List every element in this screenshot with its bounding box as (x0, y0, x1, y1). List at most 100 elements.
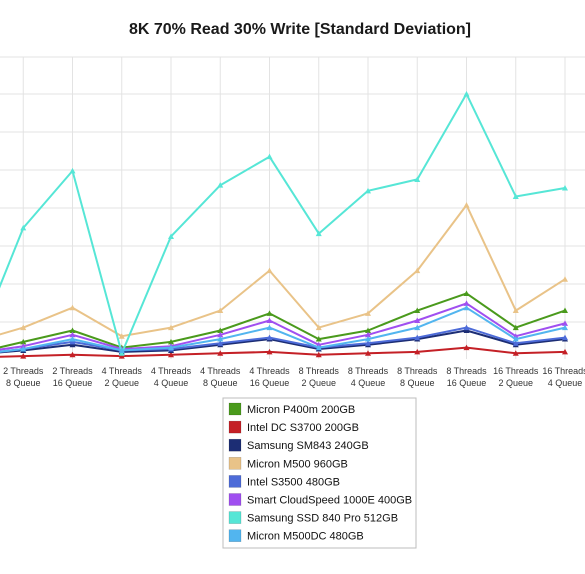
data-point (69, 351, 76, 358)
data-point (463, 290, 470, 296)
chart-title: 8K 70% Read 30% Write [Standard Deviatio… (129, 21, 471, 38)
data-point (365, 340, 371, 346)
data-point (118, 347, 125, 353)
data-point (20, 346, 27, 352)
x-tick-label-line1: 2 Threads (3, 366, 44, 376)
data-point (365, 350, 371, 356)
legend-label: Samsung SM843 240GB (247, 440, 369, 452)
x-tick-label-line2: 16 Queue (250, 378, 290, 388)
data-point (365, 336, 371, 342)
data-point (315, 351, 322, 358)
x-tick-label-line2: 2 Queue (104, 378, 139, 388)
x-tick-label-line2: 8 Queue (400, 378, 435, 388)
x-tick-label-line1: 16 Threads (493, 366, 539, 376)
legend-label: Intel DC S3700 200GB (247, 422, 359, 434)
legend-swatch (228, 457, 242, 470)
data-point (463, 304, 470, 311)
x-tick-label-line2: 4 Queue (351, 378, 386, 388)
data-point (414, 317, 421, 324)
data-point (217, 307, 224, 314)
data-point (414, 267, 421, 274)
data-point (20, 324, 27, 331)
data-point (266, 348, 273, 355)
data-point (414, 176, 421, 182)
data-point (463, 344, 470, 351)
legend-swatch (228, 438, 242, 452)
legend-label: Intel S3500 480GB (247, 476, 340, 488)
x-tick-label-line1: 8 Threads (446, 366, 487, 376)
data-point (168, 351, 174, 358)
data-point (414, 324, 421, 331)
legend-swatch (228, 493, 242, 506)
data-point (365, 327, 371, 333)
data-point (512, 350, 519, 356)
data-point (118, 350, 125, 356)
x-tick-label-line1: 2 Threads (52, 366, 93, 376)
data-point (20, 343, 27, 349)
data-point (562, 307, 568, 314)
legend-label: Micron M500DC 480GB (247, 531, 364, 543)
legend-swatch (228, 529, 242, 542)
data-point (168, 344, 174, 351)
x-tick-label-line1: 8 Threads (299, 366, 340, 376)
data-point (266, 334, 273, 341)
data-point (69, 327, 76, 333)
data-point (512, 340, 519, 346)
data-point (315, 336, 322, 342)
grid (0, 56, 585, 359)
data-point (315, 344, 322, 351)
x-tick-label-line2: 8 Queue (6, 378, 41, 388)
data-point (414, 307, 421, 314)
legend-label: Smart CloudSpeed 1000E 400GB (247, 495, 412, 507)
data-point (69, 167, 76, 174)
data-point (463, 90, 470, 97)
data-point (168, 233, 174, 239)
data-point (562, 348, 568, 355)
data-point (266, 153, 273, 160)
data-point (463, 202, 470, 208)
x-tick-label-line2: 2 Queue (498, 378, 533, 388)
data-point (217, 182, 224, 188)
legend-label: Micron P400m 200GB (247, 404, 355, 416)
data-point (315, 230, 322, 237)
x-tick-label-line1: 4 Threads (249, 366, 290, 376)
data-point (463, 300, 470, 306)
x-tick-label-line1: 16 Threads (542, 366, 585, 376)
data-point (562, 324, 568, 331)
data-point (512, 336, 519, 342)
series-line-2 (0, 346, 566, 358)
data-point (315, 341, 322, 348)
data-point (20, 338, 27, 345)
data-point (463, 327, 470, 333)
x-tick-label-line1: 4 Threads (200, 366, 241, 376)
data-point (69, 304, 76, 311)
data-point (118, 353, 125, 359)
series-line-4 (0, 204, 566, 338)
data-point (20, 353, 27, 359)
data-point (217, 336, 224, 342)
legend-swatch (228, 402, 242, 416)
x-tick-label-line1: 4 Threads (151, 366, 192, 376)
data-point (266, 324, 273, 331)
data-point (217, 327, 224, 333)
data-point (512, 324, 519, 331)
data-point (69, 336, 76, 342)
data-point (69, 341, 76, 348)
data-point (562, 276, 568, 282)
data-point (512, 193, 519, 200)
x-tick-label-line1: 8 Threads (397, 366, 438, 376)
data-point (562, 334, 568, 341)
data-point (266, 310, 273, 316)
data-point (463, 324, 470, 331)
legend: Micron P400m 200GB Intel DC S3700 200GB Sa… (222, 397, 417, 549)
data-point (20, 224, 27, 231)
legend-swatch (228, 511, 242, 524)
x-tick-label-line2: 8 Queue (203, 378, 238, 388)
data-point (365, 331, 371, 338)
x-tick-label-line2: 4 Queue (154, 378, 189, 388)
legend-swatch (228, 475, 242, 488)
x-tick-label-line1: 4 Threads (102, 366, 143, 376)
